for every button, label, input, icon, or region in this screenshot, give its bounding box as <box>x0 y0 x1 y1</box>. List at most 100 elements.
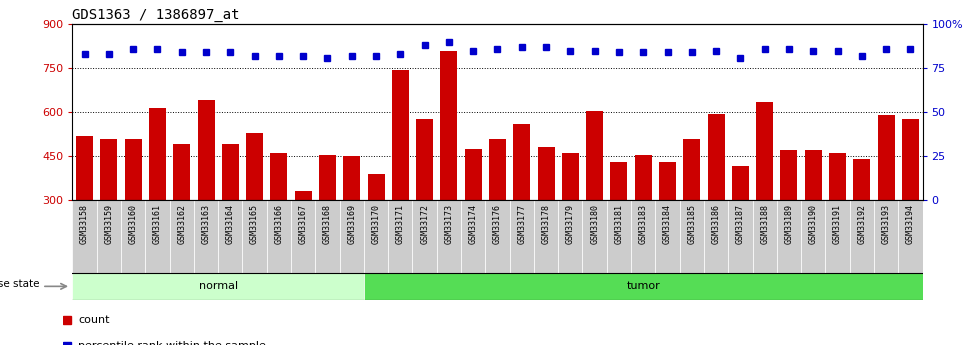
Bar <box>343 156 360 200</box>
Text: GSM33177: GSM33177 <box>517 204 526 244</box>
Text: GSM33179: GSM33179 <box>566 204 575 244</box>
Bar <box>611 162 628 200</box>
Bar <box>145 200 170 273</box>
Bar <box>898 200 923 273</box>
Bar <box>777 200 801 273</box>
Bar <box>635 155 652 200</box>
Bar <box>125 139 142 200</box>
Bar <box>853 159 870 200</box>
Bar <box>170 200 194 273</box>
Bar <box>558 200 582 273</box>
Text: tumor: tumor <box>626 282 660 291</box>
Bar <box>367 174 384 200</box>
Text: GSM33160: GSM33160 <box>128 204 138 244</box>
Text: GSM33172: GSM33172 <box>420 204 429 244</box>
Text: GSM33183: GSM33183 <box>639 204 648 244</box>
Text: GSM33185: GSM33185 <box>687 204 696 244</box>
Bar <box>364 200 388 273</box>
Bar <box>319 155 336 200</box>
Bar <box>704 200 728 273</box>
Text: disease state: disease state <box>0 279 40 288</box>
Bar <box>655 200 680 273</box>
Text: GSM33161: GSM33161 <box>153 204 162 244</box>
Bar <box>631 200 655 273</box>
Text: GSM33171: GSM33171 <box>396 204 405 244</box>
Text: GSM33170: GSM33170 <box>372 204 381 244</box>
Bar <box>781 150 798 200</box>
Text: GSM33163: GSM33163 <box>202 204 211 244</box>
Bar <box>242 200 267 273</box>
Text: GDS1363 / 1386897_at: GDS1363 / 1386897_at <box>72 8 240 22</box>
Text: GSM33158: GSM33158 <box>80 204 89 244</box>
Bar <box>222 144 239 200</box>
Bar <box>732 166 749 200</box>
Bar <box>586 111 603 200</box>
Bar <box>388 200 412 273</box>
Text: GSM33166: GSM33166 <box>274 204 283 244</box>
Bar <box>513 124 530 200</box>
Bar <box>680 200 704 273</box>
Bar <box>218 200 242 273</box>
Bar <box>489 139 506 200</box>
Text: GSM33193: GSM33193 <box>882 204 891 244</box>
Bar <box>246 132 263 200</box>
Text: GSM33190: GSM33190 <box>809 204 818 244</box>
Text: percentile rank within the sample: percentile rank within the sample <box>78 341 266 345</box>
Bar <box>850 200 874 273</box>
Bar <box>440 51 458 200</box>
Bar <box>392 70 409 200</box>
Bar <box>97 200 121 273</box>
Bar <box>295 191 312 200</box>
Text: normal: normal <box>199 282 238 291</box>
Bar <box>340 200 364 273</box>
Bar <box>510 200 534 273</box>
Bar <box>801 200 825 273</box>
Bar <box>437 200 461 273</box>
Bar <box>267 200 291 273</box>
Text: GSM33164: GSM33164 <box>226 204 235 244</box>
Text: count: count <box>78 315 110 325</box>
Text: GSM33192: GSM33192 <box>857 204 867 244</box>
Text: GSM33167: GSM33167 <box>298 204 308 244</box>
Text: GSM33169: GSM33169 <box>347 204 356 244</box>
Text: GSM33178: GSM33178 <box>542 204 551 244</box>
Bar <box>194 200 218 273</box>
Bar <box>173 144 190 200</box>
Bar <box>315 200 340 273</box>
Bar <box>534 200 558 273</box>
Bar <box>197 100 214 200</box>
Text: GSM33194: GSM33194 <box>906 204 915 244</box>
Bar <box>728 200 753 273</box>
Text: GSM33187: GSM33187 <box>736 204 745 244</box>
Bar <box>582 200 607 273</box>
Text: GSM33173: GSM33173 <box>444 204 453 244</box>
Bar <box>270 153 288 200</box>
Bar <box>825 200 850 273</box>
Bar <box>364 273 923 300</box>
Bar <box>877 115 895 200</box>
Text: GSM33165: GSM33165 <box>250 204 259 244</box>
Bar <box>121 200 145 273</box>
Bar <box>72 200 97 273</box>
Text: GSM33162: GSM33162 <box>177 204 186 244</box>
Text: GSM33180: GSM33180 <box>590 204 599 244</box>
Bar <box>707 114 724 200</box>
Bar <box>756 102 773 200</box>
Bar <box>753 200 777 273</box>
Text: GSM33186: GSM33186 <box>712 204 721 244</box>
Text: GSM33191: GSM33191 <box>833 204 842 244</box>
Bar <box>659 162 676 200</box>
Bar <box>461 200 485 273</box>
Text: GSM33176: GSM33176 <box>493 204 502 244</box>
Text: GSM33159: GSM33159 <box>104 204 113 244</box>
Text: GSM33188: GSM33188 <box>760 204 769 244</box>
Bar <box>72 273 364 300</box>
Text: GSM33189: GSM33189 <box>784 204 793 244</box>
Bar <box>76 136 93 200</box>
Bar <box>902 119 919 200</box>
Text: GSM33181: GSM33181 <box>614 204 623 244</box>
Bar <box>291 200 315 273</box>
Bar <box>149 108 166 200</box>
Text: GSM33174: GSM33174 <box>469 204 478 244</box>
Bar <box>412 200 437 273</box>
